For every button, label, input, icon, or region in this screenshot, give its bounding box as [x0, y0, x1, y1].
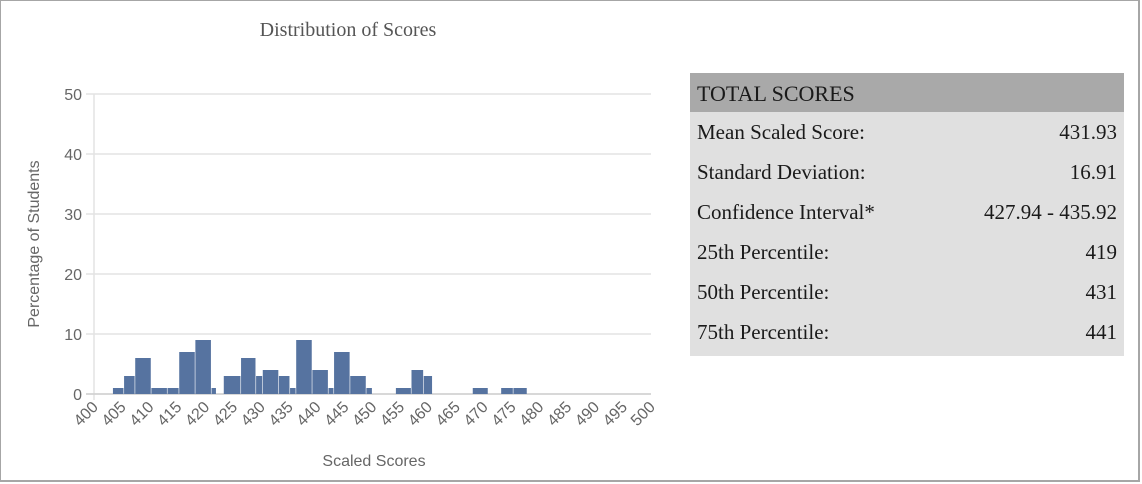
histogram-bar [179, 352, 195, 394]
x-tick-label: 410 [127, 399, 158, 430]
histogram-bar [334, 352, 350, 394]
x-tick-label: 460 [405, 399, 436, 430]
x-tick-label: 475 [489, 399, 520, 430]
bars [112, 340, 527, 394]
histogram-bar [278, 376, 290, 394]
y-tick-label: 50 [64, 87, 82, 104]
histogram-bar [124, 376, 135, 394]
histogram-bar [135, 358, 151, 394]
histogram-bar [167, 388, 179, 394]
histogram-bar [290, 388, 296, 394]
histogram-bar [395, 388, 411, 394]
x-tick-label: 480 [517, 399, 548, 430]
table-body: Mean Scaled Score: 431.93 Standard Devia… [690, 112, 1124, 356]
histogram-bar [513, 388, 527, 394]
histogram-bar [423, 376, 433, 394]
x-tick-label: 500 [628, 399, 659, 430]
x-tick-label: 470 [461, 399, 492, 430]
y-axis-label: Percentage of Students [26, 160, 43, 327]
x-tick-label: 420 [182, 399, 213, 430]
stat-value: 431.93 [1059, 120, 1117, 144]
histogram-bar [195, 340, 211, 394]
histogram-bar [501, 388, 513, 394]
histogram-bar [211, 388, 216, 394]
stat-value: 16.91 [1069, 160, 1117, 184]
x-tick-label: 445 [322, 399, 353, 430]
y-tick-label: 10 [64, 327, 82, 344]
histogram-bar [350, 376, 366, 394]
total-scores-table: TOTAL SCORES Mean Scaled Score: 431.93 S… [690, 73, 1124, 356]
stat-row-std-dev: Standard Deviation: 16.91 [690, 152, 1124, 192]
y-tick-label: 0 [73, 387, 82, 404]
histogram-bar [328, 388, 334, 394]
stat-row-25th-percentile: 25th Percentile: 419 [690, 232, 1124, 272]
histogram-bar [151, 388, 167, 394]
stat-label: 25th Percentile: [697, 240, 830, 264]
stat-value: 427.94 - 435.92 [984, 200, 1117, 224]
histogram-bar [472, 388, 488, 394]
stat-label: Mean Scaled Score: [697, 120, 865, 144]
stat-label: 50th Percentile: [697, 280, 830, 304]
stat-value: 431 [1085, 280, 1118, 304]
x-tick-label: 415 [154, 399, 185, 430]
grid-lines [86, 93, 651, 400]
x-tick-label: 485 [544, 399, 575, 430]
x-tick-label: 450 [349, 399, 380, 430]
stat-row-mean: Mean Scaled Score: 431.93 [690, 112, 1124, 152]
x-tick-label: 465 [433, 399, 464, 430]
x-tick-label: 495 [600, 399, 631, 430]
x-tick-label: 425 [210, 399, 241, 430]
histogram-bar [112, 388, 124, 394]
y-tick-label: 40 [64, 147, 82, 164]
y-axis-ticks: 0 10 20 30 40 50 [64, 87, 82, 404]
histogram-bar [223, 376, 241, 394]
x-tick-label: 440 [294, 399, 325, 430]
x-axis-label: Scaled Scores [322, 453, 425, 470]
stat-row-50th-percentile: 50th Percentile: 431 [690, 272, 1124, 312]
stat-row-75th-percentile: 75th Percentile: 441 [690, 312, 1124, 352]
histogram-chart: 0 10 20 30 40 50 4004054104154204254304354404… [26, 87, 659, 470]
histogram-bar [256, 376, 263, 394]
stat-row-confidence-interval: Confidence Interval* 427.94 - 435.92 [690, 192, 1124, 232]
x-tick-label: 455 [377, 399, 408, 430]
histogram-bar [411, 370, 424, 394]
x-tick-label: 490 [572, 399, 603, 430]
x-axis-ticks: 4004054104154204254304354404454504554604… [71, 399, 659, 430]
histogram-bar [262, 370, 279, 394]
x-tick-label: 430 [238, 399, 269, 430]
stat-label: Standard Deviation: [697, 160, 866, 184]
histogram-bar [366, 388, 372, 394]
stat-value: 441 [1085, 320, 1118, 344]
stat-label: 75th Percentile: [697, 320, 830, 344]
x-tick-label: 405 [99, 399, 130, 430]
stat-label: Confidence Interval* [697, 200, 875, 224]
histogram-bar [296, 340, 312, 394]
y-tick-label: 20 [64, 267, 82, 284]
x-tick-label: 435 [266, 399, 297, 430]
chart-title: Distribution of Scores [259, 19, 437, 41]
histogram-bar [312, 370, 328, 394]
histogram-bar [241, 358, 256, 394]
y-tick-label: 30 [64, 207, 82, 224]
table-header: TOTAL SCORES [690, 73, 1124, 112]
stat-value: 419 [1085, 240, 1118, 264]
